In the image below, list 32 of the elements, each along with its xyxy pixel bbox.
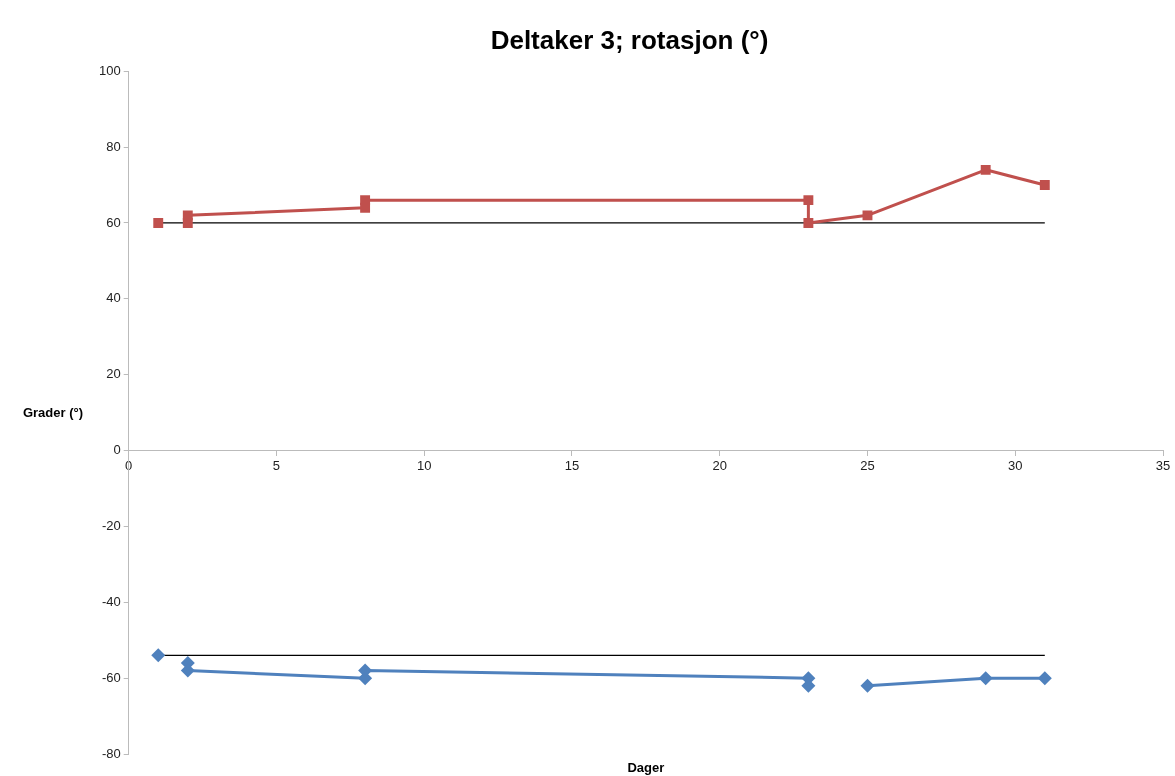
y-tick-label: -20 bbox=[101, 517, 121, 533]
x-tick-label: 30 bbox=[1008, 457, 1023, 473]
point bbox=[978, 671, 993, 686]
point bbox=[1039, 180, 1050, 190]
point bbox=[182, 210, 193, 221]
x-tick-label: 5 bbox=[272, 457, 281, 473]
x-tick-label: 20 bbox=[712, 457, 727, 473]
y-axis-title: Grader (°) bbox=[22, 405, 84, 421]
point bbox=[151, 648, 166, 663]
x-tick-label: 15 bbox=[564, 457, 580, 473]
y-tick-label: -60 bbox=[101, 669, 121, 685]
x-tick-label: 35 bbox=[1155, 457, 1171, 473]
x-axis-title: Dager bbox=[627, 759, 665, 775]
y-tick-label: 60 bbox=[106, 214, 121, 230]
y-tick-label: 0 bbox=[113, 442, 121, 458]
chart-title: Deltaker 3; rotasjon (°) bbox=[490, 24, 769, 55]
x-tick-label: 25 bbox=[860, 457, 875, 473]
point bbox=[980, 164, 991, 175]
y-tick-label: -80 bbox=[101, 745, 121, 761]
point bbox=[360, 195, 371, 206]
point bbox=[803, 195, 814, 206]
y-tick-label: 100 bbox=[98, 62, 121, 78]
y-tick-label: 20 bbox=[106, 366, 121, 382]
point bbox=[1037, 671, 1052, 686]
point bbox=[862, 210, 873, 221]
y-tick-label: 40 bbox=[106, 290, 121, 306]
point bbox=[153, 217, 164, 228]
y-tick-label: -40 bbox=[101, 593, 121, 609]
y-tick-label: 80 bbox=[106, 138, 121, 154]
point bbox=[803, 217, 814, 228]
point bbox=[860, 678, 875, 693]
x-tick-label: 10 bbox=[416, 457, 432, 473]
